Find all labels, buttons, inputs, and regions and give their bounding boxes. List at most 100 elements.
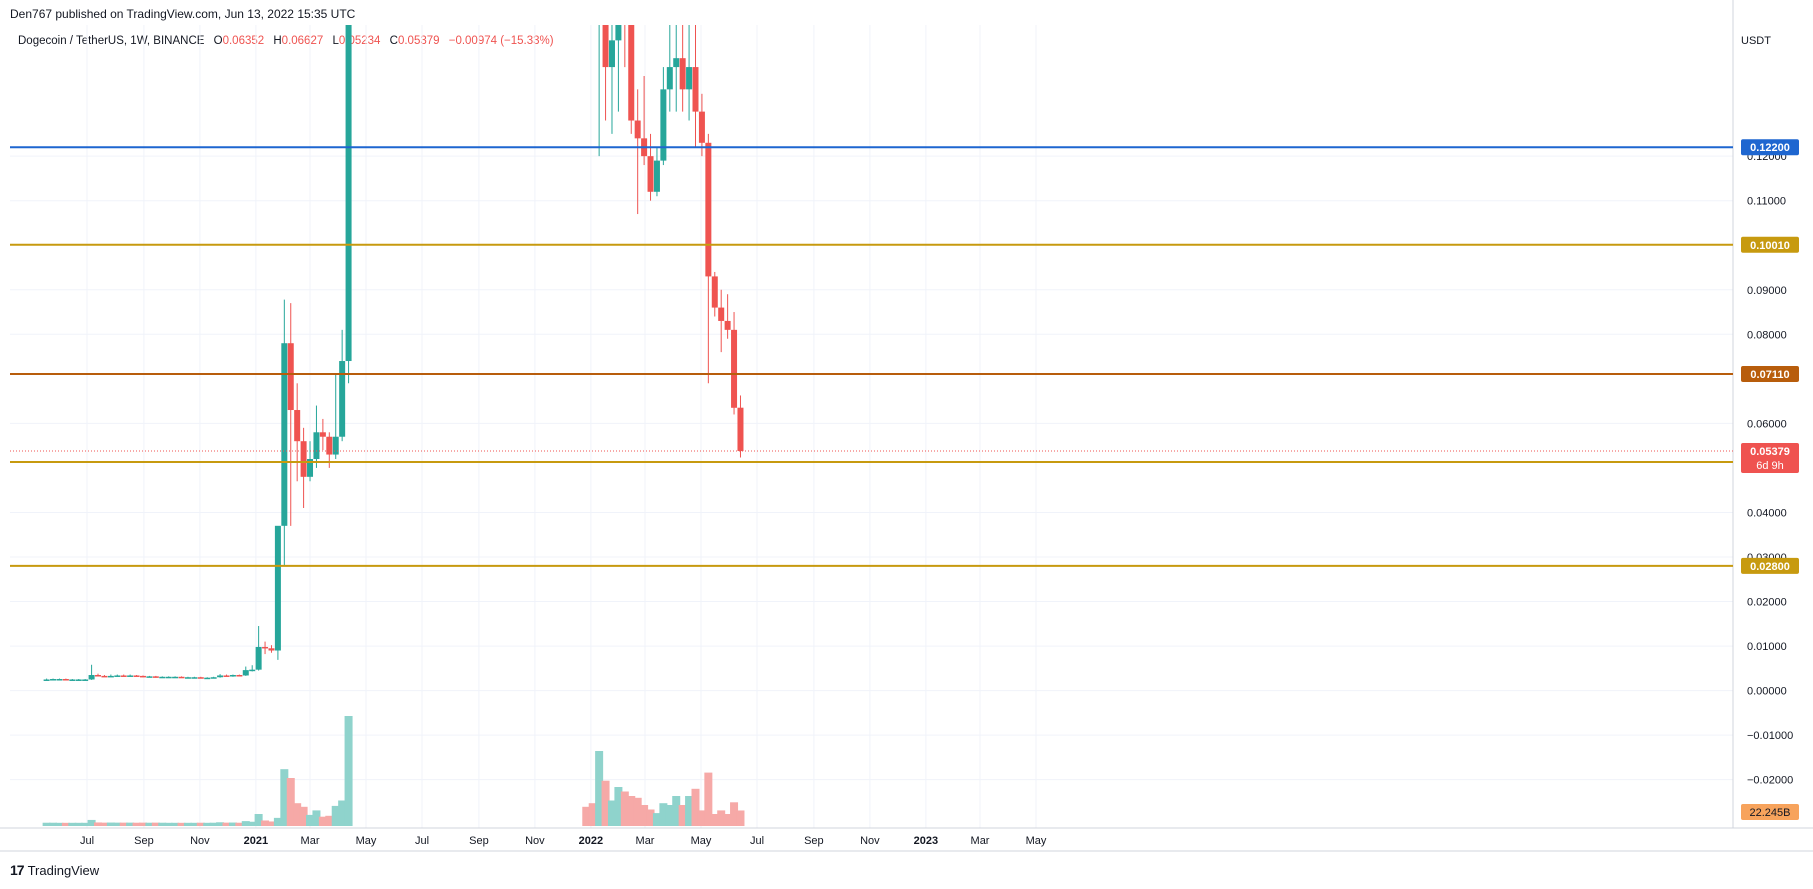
y-tick-label: 0.06000 (1747, 418, 1787, 430)
candle-body (152, 676, 159, 678)
x-tick-label: May (1026, 835, 1047, 847)
volume-bar (672, 796, 681, 826)
candle-body (332, 436, 339, 455)
volume-bar (312, 810, 321, 826)
candle-body (217, 675, 224, 678)
level-price-label: 0.10010 (1750, 240, 1790, 252)
bar-countdown-label: 6d 9h (1756, 460, 1784, 472)
candle-body (660, 89, 667, 161)
level-price-tag (1741, 365, 1799, 382)
volume-bar (640, 805, 649, 826)
y-tick-label: 0.02000 (1747, 597, 1787, 609)
level-price-tag (1741, 139, 1799, 156)
volume-bar (306, 814, 315, 826)
candle-body (698, 111, 705, 143)
volume-bar (171, 822, 180, 826)
volume-bar (627, 796, 636, 826)
candle-body (615, 25, 622, 41)
volume-bar (730, 802, 739, 826)
candle-body (204, 677, 211, 680)
candle-body (628, 25, 635, 121)
volume-layer (42, 716, 745, 826)
candle-body (236, 675, 243, 677)
y-tick-label: 0.11000 (1747, 196, 1786, 208)
y-tick-label: 0.00000 (1747, 686, 1787, 698)
candle-body (711, 276, 718, 308)
volume-bar (100, 822, 109, 826)
high-value: 0.06627 (281, 35, 324, 47)
candle-body (197, 677, 204, 679)
candles-layer (43, 0, 744, 681)
x-tick-label: Sep (469, 835, 489, 847)
volume-bar (607, 800, 616, 826)
volume-bar (158, 822, 167, 826)
y-tick-label: −0.01000 (1747, 730, 1793, 742)
candle-body (249, 669, 256, 672)
volume-bar (318, 816, 327, 826)
volume-bar (126, 822, 135, 826)
volume-bar (235, 822, 244, 826)
volume-bar (652, 813, 661, 826)
open-label: O (213, 35, 223, 47)
volume-bar (325, 815, 334, 826)
x-tick-label: Mar (636, 835, 655, 847)
volume-bar (106, 822, 115, 826)
volume-bar (61, 822, 70, 826)
volume-bar (151, 822, 160, 826)
low-label: L (332, 35, 339, 47)
candle-body (622, 0, 628, 23)
volume-bar (678, 805, 687, 826)
tradingview-logo-icon: 17 (10, 862, 25, 878)
volume-bar (177, 822, 186, 826)
last-price-tag (1741, 443, 1799, 474)
volume-bar (293, 803, 302, 826)
volume-bar (267, 821, 276, 826)
close-value: 0.05379 (397, 35, 440, 47)
volume-bar (132, 822, 141, 826)
x-tick-label: Jul (80, 835, 94, 847)
candle-body (602, 25, 609, 68)
candle-body (191, 677, 198, 679)
candle-body (56, 679, 63, 681)
volume-bar (717, 810, 726, 826)
volume-tag (1741, 804, 1799, 820)
candle-body (281, 343, 288, 526)
candle-body (120, 675, 127, 677)
candle-body (62, 679, 69, 681)
candle-body (101, 675, 108, 678)
symbol-name[interactable]: Dogecoin / TetherUS, 1W, BINANCE (18, 35, 205, 47)
candle-body (95, 675, 102, 677)
candle-body (133, 675, 140, 677)
volume-bar (286, 778, 295, 826)
volume-bar (685, 796, 694, 826)
candle-body (731, 329, 738, 408)
volume-bar (697, 810, 706, 826)
volume-bar (68, 822, 77, 826)
y-tick-label: 0.04000 (1747, 507, 1787, 519)
x-tick-label: 2023 (914, 835, 938, 847)
volume-bar (241, 821, 250, 826)
close-label: C (389, 35, 398, 47)
volume-bar (273, 817, 282, 826)
volume-bar (228, 822, 237, 826)
level-price-tag (1741, 236, 1799, 253)
volume-bar (87, 819, 96, 826)
volume-bar (633, 797, 642, 826)
x-tick-label: Jul (415, 835, 429, 847)
candle-body (82, 679, 89, 681)
volume-bar (595, 751, 604, 826)
volume-bar (344, 716, 353, 826)
candle-body (326, 436, 333, 455)
candle-body (262, 646, 269, 649)
x-tick-label: Sep (804, 835, 824, 847)
candle-body (647, 156, 654, 192)
candle-body (210, 677, 217, 679)
y-tick-label: 0.01000 (1747, 641, 1787, 653)
candle-body (319, 432, 326, 437)
volume-bar (203, 822, 212, 826)
volume-bar (183, 822, 192, 826)
volume-bar (164, 822, 173, 826)
tradingview-logo[interactable]: 17 TradingView (10, 862, 99, 878)
candle-body (634, 120, 641, 139)
